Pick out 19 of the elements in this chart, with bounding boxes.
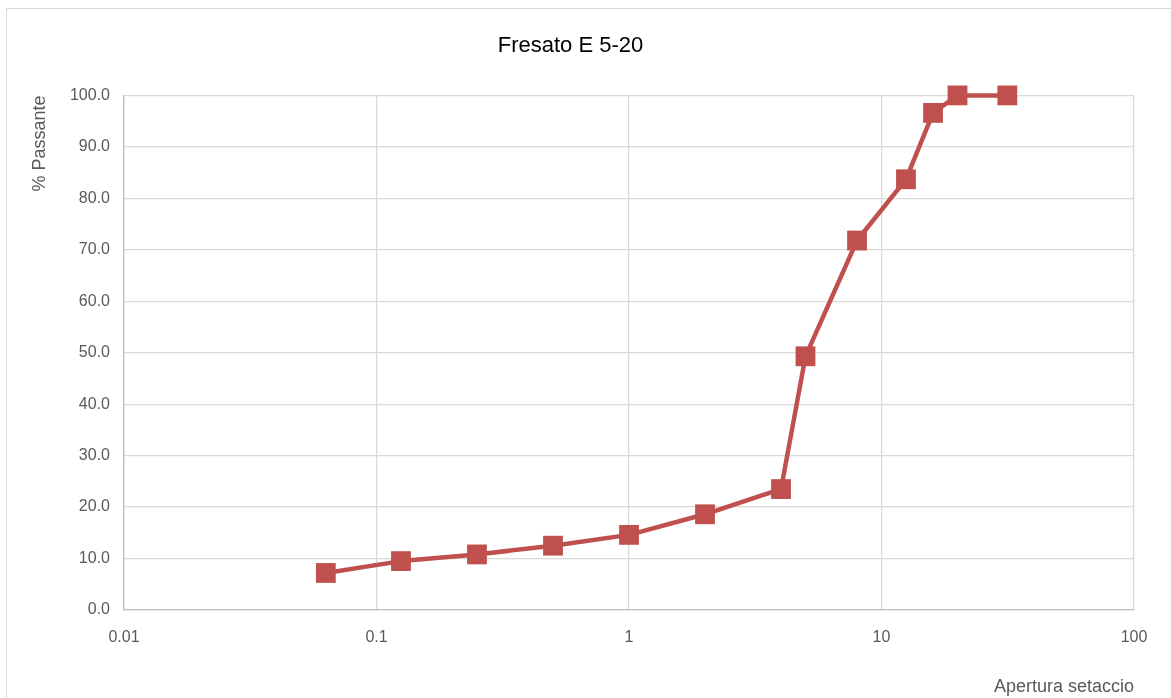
- x-tick-label: 0.01: [108, 628, 140, 646]
- x-tick-label: 100: [1120, 628, 1148, 646]
- y-tick-label: 20.0: [78, 497, 111, 515]
- x-tick-label: 1: [624, 628, 634, 646]
- x-tick-label: 10: [872, 628, 891, 646]
- y-tick-label: 80.0: [78, 188, 111, 206]
- y-tick-label: 100.0: [69, 85, 111, 103]
- y-tick-label: 70.0: [78, 240, 111, 258]
- x-axis-title: Apertura setaccio: [993, 676, 1134, 697]
- y-tick-label: 90.0: [78, 137, 111, 155]
- y-axis-title: % Passante: [28, 95, 49, 192]
- y-tick-label: 50.0: [78, 343, 111, 361]
- y-tick-label: 30.0: [78, 446, 111, 464]
- y-tick-label: 0.0: [87, 600, 111, 618]
- y-tick-label: 40.0: [78, 394, 111, 412]
- x-tick-label: 0.1: [365, 628, 388, 646]
- y-tick-label: 60.0: [78, 291, 111, 309]
- y-tick-label: 10.0: [78, 548, 111, 566]
- chart-title: Fresato E 5-20: [497, 32, 644, 58]
